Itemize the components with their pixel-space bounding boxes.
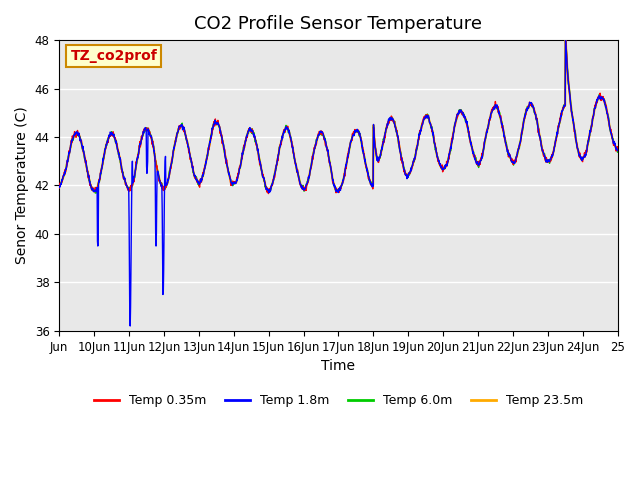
Temp 23.5m	[552, 135, 560, 141]
Y-axis label: Senor Temperature (C): Senor Temperature (C)	[15, 107, 29, 264]
Temp 6.0m	[470, 153, 478, 159]
Temp 0.35m	[470, 154, 478, 160]
Temp 23.5m	[562, 34, 570, 39]
Temp 23.5m	[56, 183, 63, 189]
Temp 0.35m	[562, 35, 570, 40]
Temp 23.5m	[334, 189, 342, 194]
Line: Temp 0.35m: Temp 0.35m	[60, 37, 618, 193]
Temp 1.8m	[143, 170, 151, 176]
Temp 6.0m	[56, 185, 63, 191]
Temp 23.5m	[314, 136, 321, 142]
Temp 1.8m	[552, 136, 560, 142]
Temp 0.35m	[56, 185, 63, 191]
Temp 6.0m	[607, 130, 615, 136]
Temp 23.5m	[324, 148, 332, 154]
Title: CO2 Profile Sensor Temperature: CO2 Profile Sensor Temperature	[195, 15, 483, 33]
Temp 0.35m	[552, 138, 560, 144]
Temp 0.35m	[314, 134, 321, 140]
Temp 6.0m	[92, 190, 99, 196]
Temp 1.8m	[562, 36, 570, 41]
Temp 6.0m	[314, 134, 321, 140]
Temp 1.8m	[470, 153, 478, 158]
Temp 1.8m	[614, 148, 621, 154]
Temp 6.0m	[552, 136, 560, 142]
Temp 23.5m	[614, 147, 621, 153]
Legend: Temp 0.35m, Temp 1.8m, Temp 6.0m, Temp 23.5m: Temp 0.35m, Temp 1.8m, Temp 6.0m, Temp 2…	[88, 389, 588, 412]
Line: Temp 23.5m: Temp 23.5m	[60, 36, 618, 192]
Temp 0.35m	[264, 191, 272, 196]
Temp 0.35m	[614, 147, 621, 153]
Temp 6.0m	[562, 34, 570, 40]
Temp 23.5m	[470, 153, 478, 159]
Temp 23.5m	[607, 130, 615, 135]
Temp 0.35m	[607, 127, 615, 132]
Temp 23.5m	[143, 126, 150, 132]
Temp 1.8m	[56, 184, 63, 190]
Temp 6.0m	[324, 150, 332, 156]
Temp 0.35m	[324, 151, 332, 156]
Temp 6.0m	[614, 149, 621, 155]
Text: TZ_co2prof: TZ_co2prof	[70, 49, 157, 63]
X-axis label: Time: Time	[321, 359, 355, 373]
Temp 1.8m	[126, 323, 134, 329]
Temp 1.8m	[314, 136, 321, 142]
Temp 6.0m	[143, 125, 151, 131]
Temp 0.35m	[143, 127, 150, 133]
Temp 1.8m	[607, 130, 615, 135]
Line: Temp 6.0m: Temp 6.0m	[60, 37, 618, 193]
Temp 1.8m	[324, 147, 332, 153]
Line: Temp 1.8m: Temp 1.8m	[60, 38, 618, 326]
